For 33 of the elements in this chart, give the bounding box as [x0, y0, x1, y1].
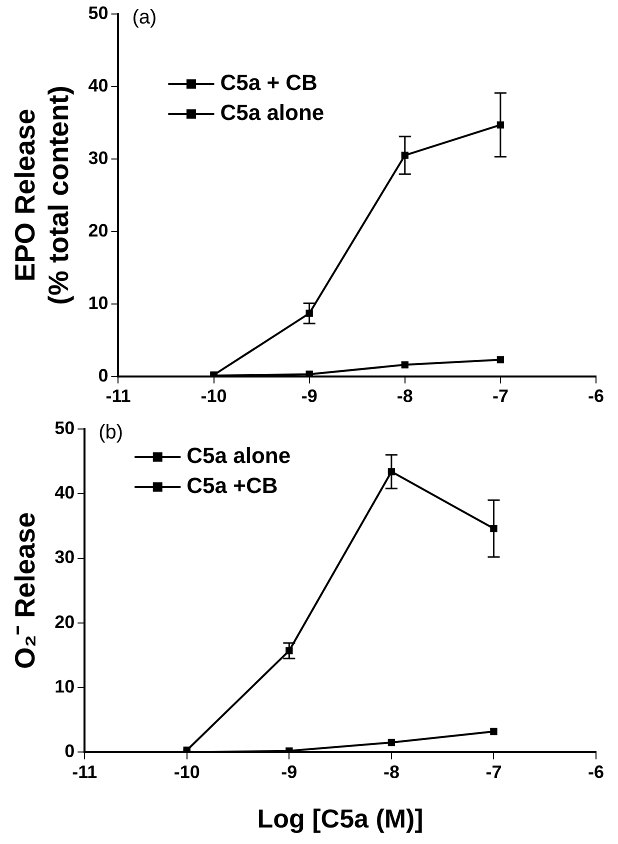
y-tick-label: 30: [54, 547, 75, 568]
y-axis-title: O₂⁻ Release: [10, 512, 41, 670]
x-tick-label: -7: [486, 762, 502, 782]
legend-label: C5a alone: [220, 100, 324, 126]
y-tick-label: 0: [64, 741, 75, 762]
x-tick-label: -10: [174, 762, 200, 782]
y-tick-label: 30: [88, 148, 108, 168]
y-axis-title: EPO Release (% total content): [10, 86, 74, 305]
y-tick-label: 40: [88, 75, 108, 96]
y-tick-label: 0: [98, 365, 108, 386]
y-tick-label: 50: [54, 418, 75, 438]
legend-label: C5a +CB: [186, 473, 278, 498]
legend-label: C5a + CB: [220, 70, 318, 96]
y-tick-label: 10: [88, 292, 108, 313]
y-tick-label: 40: [54, 482, 75, 503]
x-tick-label: -7: [492, 386, 508, 406]
y-tick-label: 20: [88, 220, 108, 240]
annotation: (b): [98, 422, 124, 444]
x-tick-label: -6: [588, 762, 604, 782]
x-tick-label: -9: [281, 762, 298, 782]
x-tick-label: -11: [106, 386, 131, 406]
x-tick-label: -8: [383, 762, 400, 782]
x-tick-label: -8: [396, 386, 413, 406]
legend-label: C5a alone: [186, 443, 291, 468]
y-tick-label: 50: [88, 2, 108, 23]
x-tick-label: -11: [72, 762, 98, 782]
y-tick-label: 10: [54, 676, 75, 697]
annotation: (a): [132, 6, 157, 29]
x-axis-title: Log [C5a (M)]: [257, 804, 424, 834]
x-tick-label: -6: [588, 386, 604, 406]
y-tick-label: 20: [54, 612, 75, 632]
x-tick-label: -9: [301, 386, 318, 406]
x-tick-label: -10: [200, 386, 227, 406]
